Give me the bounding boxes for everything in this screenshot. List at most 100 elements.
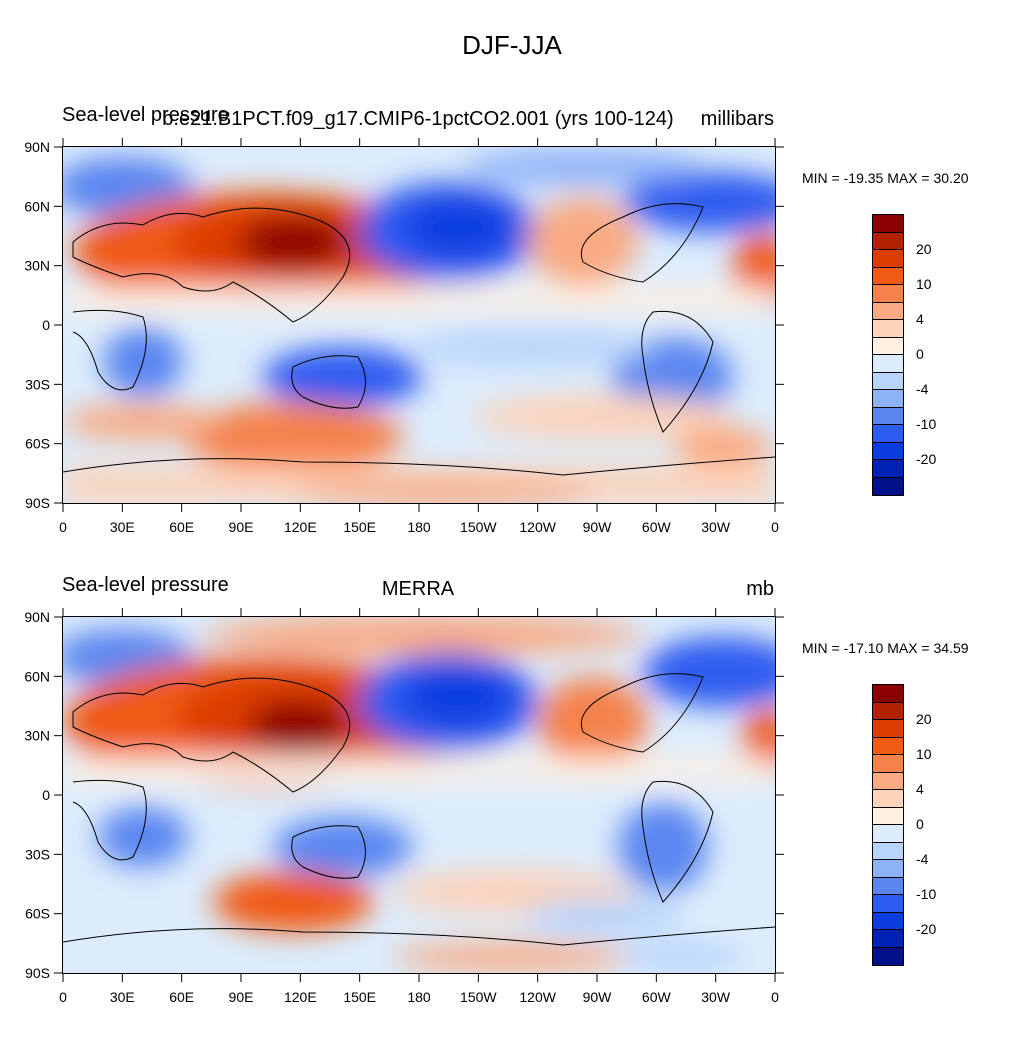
panel-left-label: Sea-level pressure <box>62 574 229 596</box>
colorbar-segment <box>873 355 903 373</box>
colorbar-segment <box>873 912 903 930</box>
colorbar-tick-label: 10 <box>916 276 932 292</box>
min-max-readout: MIN = -19.35 MAX = 30.20 <box>802 170 969 186</box>
pressure-anomaly-map <box>62 146 776 504</box>
colorbar-tick-label: -20 <box>916 921 937 937</box>
lon-tick-label: 120E <box>284 519 317 535</box>
colorbar-segment <box>873 337 903 355</box>
colorbar-segment <box>873 685 903 703</box>
min-max-readout: MIN = -17.10 MAX = 34.59 <box>802 640 969 656</box>
lon-tick-label: 0 <box>59 989 67 1005</box>
map-panel-model: Sea-level pressure b.e21.B1PCT.f09_g17.C… <box>0 100 1024 580</box>
lat-tick-label: 90N <box>24 609 50 625</box>
figure-title: DJF-JJA <box>462 30 562 60</box>
colorbar-segment <box>873 390 903 408</box>
lon-tick-label: 30W <box>701 519 731 535</box>
lon-tick-label: 0 <box>771 989 779 1005</box>
panel-units-label: millibars <box>700 108 774 130</box>
lat-tick-label: 90S <box>25 495 50 511</box>
lat-tick-label: 0 <box>42 787 50 803</box>
colorbar-tick-label: -4 <box>916 851 929 867</box>
colorbar-tick-label: 0 <box>916 346 924 362</box>
colorbar-segment <box>873 842 903 860</box>
map-panel-reanalysis: Sea-level pressure MERRA mb 90N 60N 30N 0 30… <box>0 570 1024 1050</box>
contour-field <box>63 147 775 503</box>
lat-tick-label: 0 <box>42 317 50 333</box>
colorbar-tick-label: 4 <box>916 781 924 797</box>
map-axes: 90N 60N 30N 0 30S 60S 90S 0 30E 60E 90E 120E 150E 180… <box>24 138 784 535</box>
colorbar-segment <box>873 790 903 808</box>
pressure-anomaly-map <box>62 616 776 974</box>
colorbar-segment <box>873 477 903 495</box>
colorbar-segment <box>873 702 903 720</box>
lon-tick-label: 30E <box>110 989 135 1005</box>
lon-tick-label: 120W <box>519 519 556 535</box>
lon-tick-label: 150E <box>343 519 376 535</box>
panel-left-label: Sea-level pressure <box>62 104 229 126</box>
lon-tick-label: 60W <box>642 989 672 1005</box>
colorbar-segment <box>873 320 903 338</box>
colorbar-segment <box>873 720 903 738</box>
lon-tick-label: 90W <box>583 989 613 1005</box>
lon-tick-label: 180 <box>407 989 431 1005</box>
lat-tick-label: 60N <box>24 198 50 214</box>
colorbar-tick-label: -10 <box>916 886 937 902</box>
colorbar-tick-label: 4 <box>916 311 924 327</box>
lon-tick-label: 90E <box>229 519 254 535</box>
panel-case-label: MERRA <box>381 578 455 600</box>
colorbar-segment <box>873 877 903 895</box>
lon-tick-label: 0 <box>771 519 779 535</box>
lon-tick-label: 150W <box>460 519 497 535</box>
lon-tick-label: 150W <box>460 989 497 1005</box>
lat-tick-label: 60S <box>25 436 50 452</box>
lat-tick-label: 90S <box>25 965 50 981</box>
lon-tick-label: 120W <box>519 989 556 1005</box>
colorbar-segment <box>873 930 903 948</box>
lon-tick-label: 120E <box>284 989 317 1005</box>
colorbar-tick-label: 0 <box>916 816 924 832</box>
lat-tick-label: 30S <box>25 846 50 862</box>
lon-tick-label: 150E <box>343 989 376 1005</box>
lon-tick-label: 30W <box>701 989 731 1005</box>
colorbar <box>872 684 904 966</box>
lat-tick-label: 60N <box>24 668 50 684</box>
colorbar-tick-label: 20 <box>916 711 932 727</box>
colorbar-segment <box>873 372 903 390</box>
colorbar-segment <box>873 442 903 460</box>
lat-tick-label: 90N <box>24 139 50 155</box>
colorbar-segment <box>873 285 903 303</box>
colorbar-segment <box>873 825 903 843</box>
colorbar-segment <box>873 232 903 250</box>
lon-tick-label: 60W <box>642 519 672 535</box>
contour-field <box>63 617 775 973</box>
colorbar <box>872 214 904 496</box>
colorbar-tick-label: 20 <box>916 241 932 257</box>
map-axes: 90N 60N 30N 0 30S 60S 90S 0 30E 60E 90E 120E 150E 180… <box>24 608 784 1005</box>
lon-tick-label: 90E <box>229 989 254 1005</box>
lon-tick-label: 90W <box>583 519 613 535</box>
colorbar-segment <box>873 460 903 478</box>
lat-tick-label: 60S <box>25 906 50 922</box>
lon-tick-label: 60E <box>169 519 194 535</box>
colorbar-tick-label: 10 <box>916 746 932 762</box>
lon-tick-label: 60E <box>169 989 194 1005</box>
colorbar-segment <box>873 895 903 913</box>
colorbar-tick-label: -4 <box>916 381 929 397</box>
lat-tick-label: 30S <box>25 376 50 392</box>
colorbar-segment <box>873 755 903 773</box>
colorbar-tick-label: -10 <box>916 416 937 432</box>
colorbar-segment <box>873 947 903 965</box>
colorbar-segment <box>873 807 903 825</box>
panel-case-label: b.e21.B1PCT.f09_g17.CMIP6-1pctCO2.001 (y… <box>162 108 674 130</box>
lat-tick-label: 30N <box>24 728 50 744</box>
colorbar-segment <box>873 407 903 425</box>
lon-tick-label: 180 <box>407 519 431 535</box>
colorbar-tick-label: -20 <box>916 451 937 467</box>
colorbar-segment <box>873 302 903 320</box>
colorbar-segment <box>873 860 903 878</box>
colorbar-segment <box>873 250 903 268</box>
panel-units-label: mb <box>746 578 774 600</box>
colorbar-segment <box>873 772 903 790</box>
colorbar-segment <box>873 215 903 233</box>
lon-tick-label: 0 <box>59 519 67 535</box>
